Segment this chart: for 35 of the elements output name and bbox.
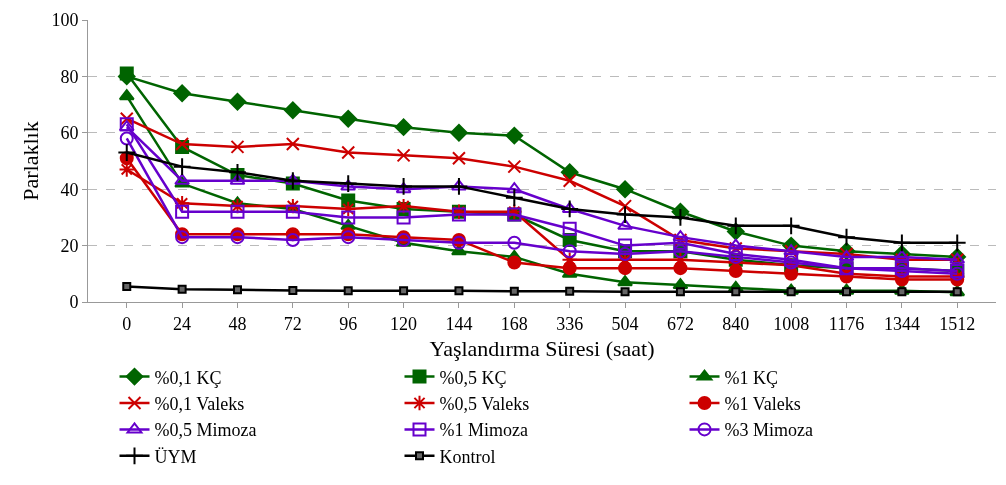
x-tick-label: 96: [339, 313, 358, 334]
legend-label: %0,1 KÇ: [154, 367, 222, 388]
legend-label: %0,5 Mimoza: [154, 420, 257, 441]
y-tick-label: 0: [69, 292, 79, 313]
y-axis-title: Parlaklık: [18, 121, 44, 201]
legend-label: %3 Mimoza: [724, 420, 813, 441]
legend-label: ÜYM: [154, 446, 197, 467]
x-tick-label: 0: [122, 313, 132, 334]
y-tick-label: 60: [60, 123, 79, 144]
x-tick-label: 840: [722, 313, 750, 334]
x-tick-label: 120: [390, 313, 418, 334]
x-tick-label: 1176: [828, 313, 865, 334]
x-tick-label: 144: [445, 313, 473, 334]
x-tick-label: 1008: [773, 313, 810, 334]
y-tick-label: 40: [60, 179, 79, 200]
y-tick-label: 20: [60, 235, 79, 256]
x-tick-label: 72: [283, 313, 302, 334]
y-tick-label: 80: [60, 66, 79, 87]
legend-label: %1 Mimoza: [439, 420, 528, 441]
legend-label: Kontrol: [439, 446, 496, 467]
legend-label: %0,5 KÇ: [439, 367, 507, 388]
x-tick-label: 336: [556, 313, 584, 334]
x-tick-label: 24: [173, 313, 192, 334]
legend-label: %0,5 Valeks: [439, 394, 530, 415]
x-tick-label: 168: [500, 313, 528, 334]
x-tick-label: 1344: [883, 313, 920, 334]
legend-label: %1 Valeks: [724, 394, 801, 415]
x-tick-label: 672: [666, 313, 694, 334]
legend-label: %0,1 Valeks: [154, 394, 245, 415]
y-tick-label: 100: [51, 10, 79, 31]
x-tick-label: 48: [228, 313, 247, 334]
x-tick-label: 1512: [939, 313, 976, 334]
x-tick-label: 504: [611, 313, 639, 334]
legend-label: %1 KÇ: [724, 367, 778, 388]
x-axis-title: Yaşlandırma Süresi (saat): [429, 336, 655, 362]
